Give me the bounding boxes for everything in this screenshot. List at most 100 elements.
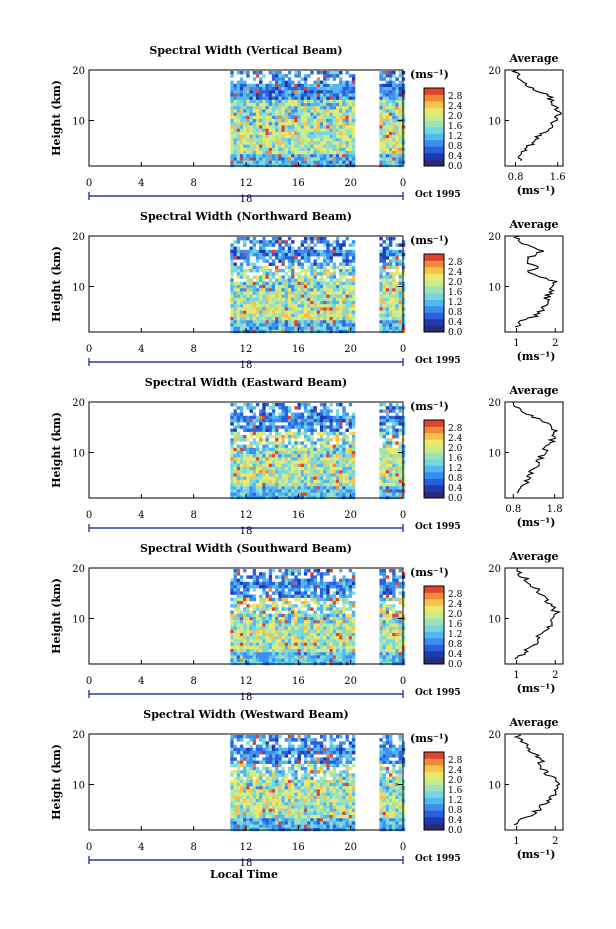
heatmap-cell bbox=[313, 645, 317, 650]
heatmap-cell bbox=[284, 83, 289, 88]
heatmap-cell bbox=[303, 125, 308, 129]
heatmap-cell bbox=[239, 419, 244, 423]
heatmap-cell bbox=[281, 301, 285, 305]
heatmap-cell bbox=[395, 93, 399, 97]
heatmap-cell bbox=[382, 93, 386, 97]
heatmap-cell bbox=[252, 243, 257, 247]
heatmap-cell bbox=[281, 425, 285, 429]
heatmap-cell bbox=[313, 109, 317, 113]
heatmap-cell bbox=[303, 288, 308, 292]
heatmap-cell bbox=[332, 103, 337, 107]
heatmap-cell bbox=[342, 601, 346, 605]
heatmap-cell bbox=[392, 463, 396, 468]
heatmap-cell bbox=[339, 447, 343, 452]
heatmap-cell bbox=[313, 617, 317, 621]
heatmap-cell bbox=[233, 425, 237, 429]
heatmap-cell bbox=[255, 403, 260, 407]
heatmap-cell bbox=[294, 99, 298, 104]
heatmap-cell bbox=[348, 115, 353, 120]
heatmap-cell bbox=[326, 160, 330, 164]
heatmap-cell bbox=[236, 613, 241, 618]
heatmap-cell bbox=[230, 438, 234, 442]
heatmap-cell bbox=[342, 106, 346, 110]
heatmap-cell bbox=[255, 147, 260, 152]
heatmap-cell bbox=[271, 106, 276, 110]
x-tick-label: 12 bbox=[240, 510, 253, 521]
heatmap-cell bbox=[268, 642, 273, 646]
heatmap-cell bbox=[297, 473, 301, 477]
heatmap-cell bbox=[246, 147, 250, 152]
heatmap-cell bbox=[303, 323, 308, 327]
heatmap-cell bbox=[392, 253, 396, 257]
heatmap-cell bbox=[326, 106, 330, 110]
heatmap-cell bbox=[268, 160, 273, 164]
heatmap-cell bbox=[275, 617, 279, 621]
heatmap-cell bbox=[284, 415, 289, 420]
heatmap-cell bbox=[379, 265, 383, 270]
heatmap-cell bbox=[287, 578, 292, 582]
heatmap-cell bbox=[249, 307, 253, 311]
heatmap-cell bbox=[297, 294, 301, 298]
heatmap-cell bbox=[313, 594, 317, 598]
heatmap-cell bbox=[329, 96, 333, 100]
heatmap-cell bbox=[291, 240, 295, 244]
heatmap-cell bbox=[230, 629, 234, 634]
heatmap-cell bbox=[342, 473, 346, 477]
heatmap-cell bbox=[300, 109, 305, 113]
heatmap-cell bbox=[307, 428, 311, 432]
heatmap-cell bbox=[329, 317, 333, 321]
heatmap-cell bbox=[382, 103, 386, 107]
heatmap-cell bbox=[287, 470, 292, 474]
heatmap-cell bbox=[385, 444, 390, 448]
heatmap-cell bbox=[303, 623, 308, 627]
heatmap-cell bbox=[379, 447, 383, 452]
heatmap-cell bbox=[291, 307, 295, 311]
heatmap-cell bbox=[323, 259, 327, 263]
heatmap-cell bbox=[278, 652, 282, 656]
heatmap-cell bbox=[239, 645, 244, 650]
heatmap-cell bbox=[326, 93, 330, 97]
heatmap-cell bbox=[275, 125, 279, 129]
heatmap-cell bbox=[398, 288, 402, 292]
heatmap-cell bbox=[230, 301, 234, 305]
heatmap-cell bbox=[342, 122, 346, 126]
heatmap-cell bbox=[329, 313, 333, 318]
heatmap-cell bbox=[316, 151, 321, 155]
heatmap-cell bbox=[284, 119, 289, 123]
heatmap-cell bbox=[313, 128, 317, 132]
heatmap-cell bbox=[395, 483, 399, 487]
heatmap-cell bbox=[252, 138, 257, 142]
heatmap-cell bbox=[236, 281, 241, 286]
heatmap-cell bbox=[329, 431, 333, 436]
heatmap-cell bbox=[291, 147, 295, 152]
heatmap-cell bbox=[316, 288, 321, 292]
heatmap-cell bbox=[345, 320, 349, 324]
heatmap-cell bbox=[332, 272, 337, 276]
heatmap-cell bbox=[233, 307, 237, 311]
heatmap-cell bbox=[323, 122, 327, 126]
heatmap-cell bbox=[389, 115, 393, 120]
heatmap-cell bbox=[339, 489, 343, 493]
heatmap-cell bbox=[265, 483, 269, 487]
heatmap-cell bbox=[319, 154, 324, 158]
heatmap-cell bbox=[303, 122, 308, 126]
colorbar-swatch bbox=[424, 293, 444, 300]
heatmap-cell bbox=[265, 620, 269, 624]
heatmap-cell bbox=[281, 147, 285, 152]
heatmap-cell bbox=[278, 326, 282, 330]
heatmap-cell bbox=[332, 428, 337, 432]
heatmap-cell bbox=[268, 419, 273, 423]
heatmap-cell bbox=[329, 135, 333, 139]
heatmap-cell bbox=[287, 572, 292, 576]
heatmap-cell bbox=[382, 253, 386, 257]
colorbar-swatch bbox=[424, 433, 444, 440]
heatmap-cell bbox=[281, 620, 285, 624]
heatmap-cell bbox=[233, 447, 237, 452]
heatmap-cell bbox=[281, 629, 285, 634]
heatmap-cell bbox=[255, 447, 260, 452]
heatmap-cell bbox=[319, 122, 324, 126]
heatmap-cell bbox=[284, 409, 289, 413]
colorbar-swatch bbox=[424, 286, 444, 294]
heatmap-cell bbox=[278, 419, 282, 423]
heatmap-cell bbox=[392, 307, 396, 311]
